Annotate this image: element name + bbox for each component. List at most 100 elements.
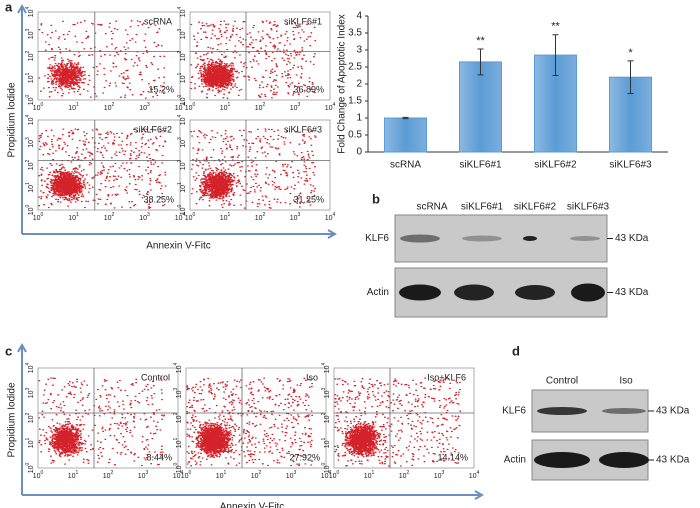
lane-label: siKLF6#2 bbox=[514, 202, 557, 213]
scatter-dots bbox=[186, 377, 314, 467]
tick-exponent: 4 bbox=[181, 470, 184, 476]
panel-label: d bbox=[512, 343, 520, 358]
band bbox=[537, 407, 587, 415]
band bbox=[602, 408, 646, 414]
tick-exponent: 0 bbox=[41, 212, 44, 218]
x-tick-label: 104 bbox=[321, 470, 332, 480]
tick-exponent: 1 bbox=[76, 102, 79, 108]
x-tick-label: 102 bbox=[255, 212, 266, 222]
scatter-dots bbox=[38, 20, 166, 99]
x-tick-label: 101 bbox=[68, 470, 79, 480]
tick-exponent: 3 bbox=[177, 137, 183, 140]
tick-exponent: 0 bbox=[41, 470, 44, 476]
tick-exponent: 0 bbox=[321, 462, 327, 465]
tick-exponent: 3 bbox=[177, 28, 183, 31]
y-tick-label: 101 bbox=[25, 182, 35, 193]
tick-exponent: 2 bbox=[173, 412, 179, 415]
x-tick-label: 104 bbox=[469, 470, 480, 480]
tick-exponent: 3 bbox=[173, 387, 179, 390]
scatter-dots bbox=[190, 20, 317, 99]
tick-exponent: 0 bbox=[193, 212, 196, 218]
tick-exponent: 1 bbox=[228, 102, 231, 108]
y-tick-label: 3.5 bbox=[348, 28, 362, 39]
band bbox=[515, 285, 555, 300]
tick-exponent: 2 bbox=[259, 470, 262, 476]
quadrant-lines bbox=[38, 120, 180, 210]
lane-label: siKLF6#1 bbox=[461, 202, 504, 213]
x-tick-label: 100 bbox=[33, 212, 44, 222]
tick-exponent: 2 bbox=[25, 159, 31, 162]
x-tick-label: 102 bbox=[103, 470, 114, 480]
band bbox=[523, 236, 537, 241]
x-tick-label: 103 bbox=[139, 212, 150, 222]
band bbox=[571, 283, 605, 302]
tick-exponent: 1 bbox=[173, 437, 179, 440]
plot-name: Iso bbox=[306, 372, 318, 382]
x-tick-label: siKLF6#2 bbox=[534, 160, 577, 171]
y-tick-label: 102 bbox=[25, 159, 35, 170]
tick-exponent: 3 bbox=[25, 137, 31, 140]
scatter-dots bbox=[334, 377, 462, 467]
tick-exponent: 3 bbox=[298, 212, 301, 218]
quadrant-lines bbox=[190, 12, 330, 100]
x-tick-label: 100 bbox=[329, 470, 340, 480]
x-tick-label: 104 bbox=[175, 102, 186, 112]
tick-exponent: 2 bbox=[111, 470, 114, 476]
y-tick-label: 100 bbox=[25, 462, 35, 473]
plot-name: siKLF6#2 bbox=[134, 124, 172, 134]
y-tick-label: 103 bbox=[25, 28, 35, 39]
x-tick-label: 101 bbox=[220, 212, 231, 222]
x-tick-label: 101 bbox=[68, 212, 79, 222]
x-tick-label: 102 bbox=[104, 102, 115, 112]
tick-exponent: 3 bbox=[147, 212, 150, 218]
y-tick-label: 2.5 bbox=[348, 62, 362, 73]
x-tick-label: 103 bbox=[290, 102, 301, 112]
y-tick-label: 100 bbox=[173, 462, 183, 473]
x-tick-label: 100 bbox=[181, 470, 192, 480]
y-tick-label: 103 bbox=[177, 137, 187, 148]
lane-label: scRNA bbox=[416, 202, 447, 213]
y-tick-label: 0 bbox=[356, 147, 362, 158]
scatter-dots bbox=[190, 128, 317, 209]
y-tick-label: 100 bbox=[25, 94, 35, 105]
y-tick-label: 104 bbox=[25, 114, 35, 125]
y-tick-label: 102 bbox=[177, 50, 187, 61]
y-tick-label: 104 bbox=[25, 362, 35, 373]
tick-exponent: 0 bbox=[41, 102, 44, 108]
tick-exponent: 2 bbox=[25, 50, 31, 53]
y-tick-label: 103 bbox=[173, 387, 183, 398]
row-label: KLF6 bbox=[365, 233, 389, 244]
plot-percent: 8.44% bbox=[146, 452, 172, 462]
tick-exponent: 0 bbox=[337, 470, 340, 476]
tick-exponent: 4 bbox=[173, 362, 179, 365]
significance: * bbox=[628, 47, 633, 59]
lane-label: Iso bbox=[619, 376, 633, 387]
tick-exponent: 0 bbox=[25, 204, 31, 207]
plot-name: scRNA bbox=[144, 16, 172, 26]
significance: ** bbox=[476, 35, 485, 47]
quadrant-lines bbox=[38, 368, 178, 468]
y-tick-label: 102 bbox=[177, 159, 187, 170]
y-tick-label: 101 bbox=[177, 182, 187, 193]
y-tick-label: 103 bbox=[177, 28, 187, 39]
marker-label: 43 KDa bbox=[656, 455, 690, 466]
tick-exponent: 4 bbox=[177, 114, 183, 117]
tick-exponent: 4 bbox=[329, 470, 332, 476]
y-tick-label: 3 bbox=[356, 45, 362, 56]
tick-exponent: 2 bbox=[25, 412, 31, 415]
tick-exponent: 1 bbox=[177, 72, 183, 75]
row-label: KLF6 bbox=[502, 406, 526, 417]
tick-exponent: 4 bbox=[333, 102, 336, 108]
y-tick-label: 103 bbox=[25, 137, 35, 148]
y-tick-label: 102 bbox=[25, 50, 35, 61]
tick-exponent: 0 bbox=[193, 102, 196, 108]
x-tick-label: 103 bbox=[290, 212, 301, 222]
y-tick-label: 101 bbox=[321, 437, 331, 448]
plot-percent: 31.25% bbox=[293, 194, 324, 204]
marker-label: 43 KDa bbox=[656, 406, 690, 417]
tick-exponent: 3 bbox=[321, 387, 327, 390]
x-tick-label: 100 bbox=[185, 212, 196, 222]
x-axis-label: Annexin V-Fitc bbox=[146, 241, 210, 252]
quadrant-lines bbox=[190, 120, 330, 210]
